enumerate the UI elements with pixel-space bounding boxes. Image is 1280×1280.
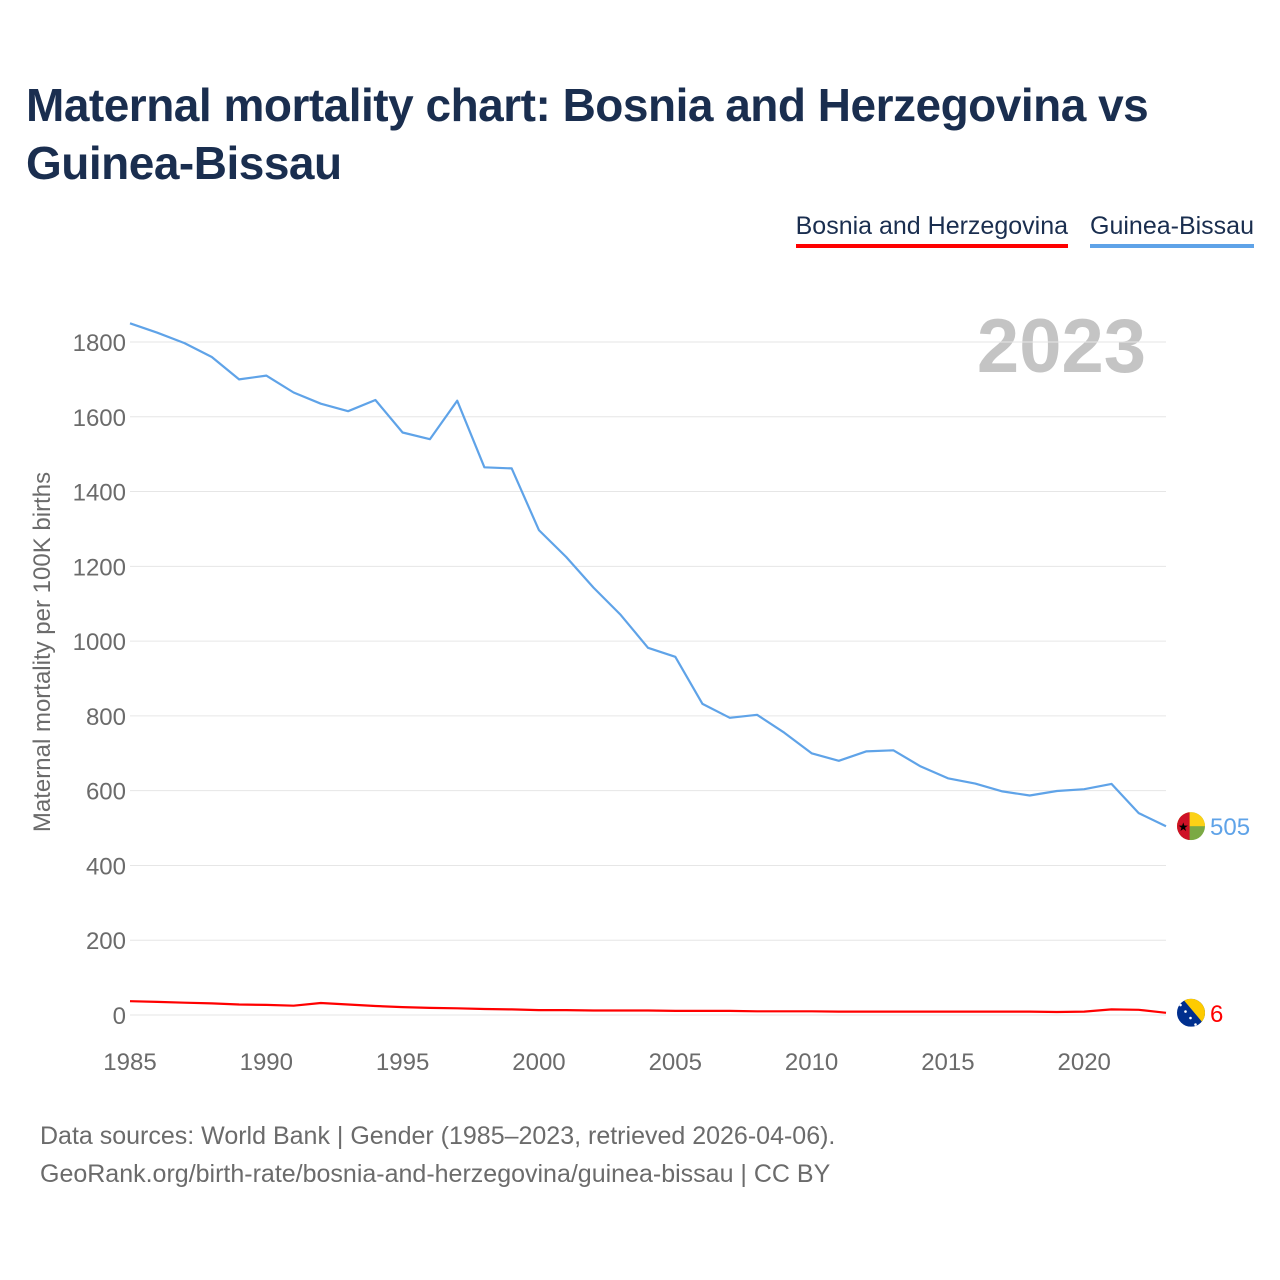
x-tick-label: 1985 [103, 1049, 156, 1076]
bosnia-flag-icon [1177, 998, 1205, 1027]
x-tick-label: 2000 [512, 1049, 565, 1076]
x-tick-label: 2020 [1058, 1049, 1111, 1076]
x-tick-label: 2010 [785, 1049, 838, 1076]
y-tick-label: 1600 [73, 405, 126, 432]
chart-title: Maternal mortality chart: Bosnia and Her… [26, 79, 1149, 189]
y-tick-label: 1000 [73, 629, 126, 656]
x-tick-label: 2015 [921, 1049, 974, 1076]
legend: Bosnia and Herzegovina Guinea-Bissau [795, 212, 1254, 248]
end-value-label: 505 [1210, 814, 1250, 841]
x-tick-label: 1990 [240, 1049, 293, 1076]
y-tick-label: 600 [86, 779, 126, 806]
y-axis-label: Maternal mortality per 100K births [29, 472, 56, 832]
year-label: 2023 [977, 304, 1146, 389]
y-tick-label: 1400 [73, 480, 126, 507]
x-tick-label: 2005 [649, 1049, 702, 1076]
y-tick-label: 800 [86, 704, 126, 731]
legend-item-bosnia[interactable]: Bosnia and Herzegovina [795, 212, 1069, 248]
legend-item-guinea-bissau[interactable]: Guinea-Bissau [1090, 212, 1254, 248]
y-tick-label: 200 [86, 928, 126, 955]
footer-source: Data sources: World Bank | Gender (1985–… [40, 1122, 836, 1150]
y-tick-label: 1800 [73, 330, 126, 357]
y-tick-label: 0 [113, 1003, 126, 1030]
x-tick-label: 1995 [376, 1049, 429, 1076]
y-tick-label: 1200 [73, 554, 126, 581]
line-chart: 2023 0 200 400 600 800 1000 1200 1400 1600 1800 1… [29, 304, 1250, 1076]
y-tick-label: 400 [86, 853, 126, 880]
series-line-guinea-bissau [129, 322, 1167, 828]
end-value-label: 6 [1210, 1001, 1223, 1028]
guinea-bissau-flag-icon: ★ [1177, 812, 1205, 841]
footer: Data sources: World Bank | Gender (1985–… [40, 1117, 835, 1193]
series-line-bosnia [129, 1000, 1167, 1014]
footer-url[interactable]: GeoRank.org/birth-rate/bosnia-and-herzeg… [40, 1160, 831, 1188]
svg-text:★: ★ [1178, 820, 1189, 834]
